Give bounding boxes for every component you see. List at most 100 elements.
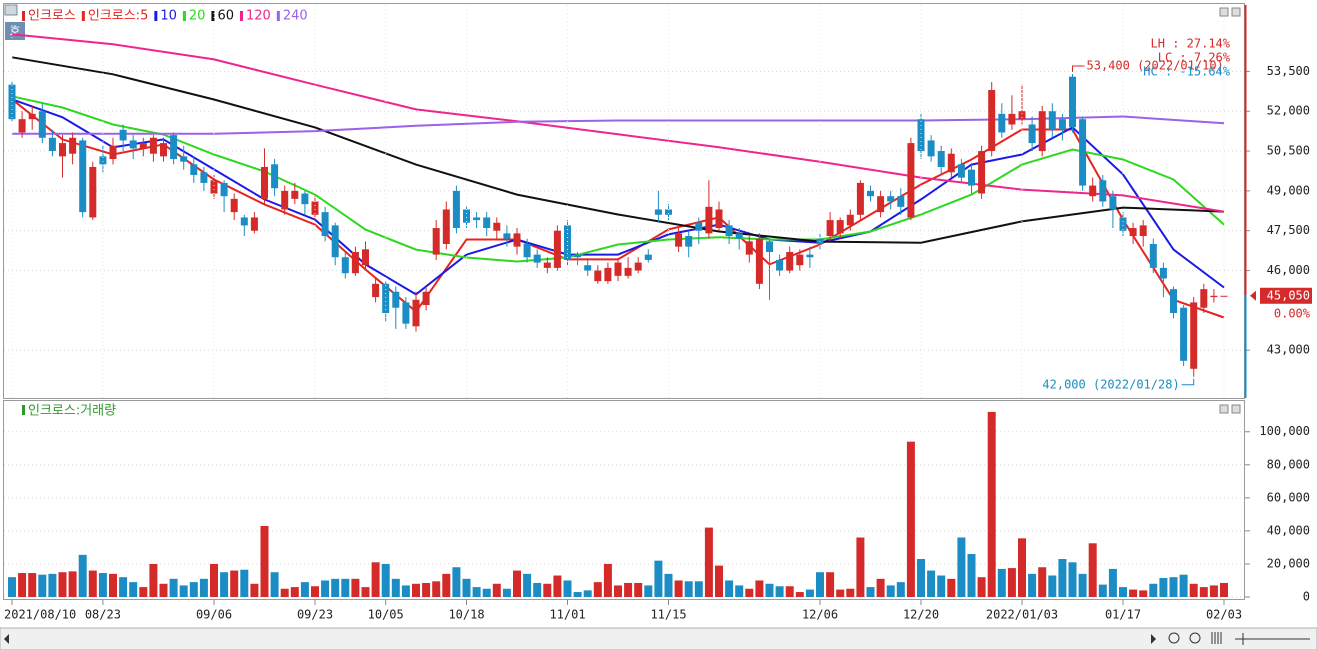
volume-bar bbox=[896, 582, 905, 597]
last-price-box bbox=[1260, 287, 1312, 304]
candle-body bbox=[634, 262, 642, 271]
candle-body bbox=[1099, 180, 1107, 202]
y-tick-label: 47,500 bbox=[1267, 223, 1310, 237]
candle-body bbox=[665, 209, 672, 215]
candle-body bbox=[1048, 111, 1056, 130]
candle-body bbox=[1089, 185, 1097, 197]
candle-body bbox=[321, 212, 329, 237]
corner-label: 호 bbox=[9, 24, 20, 38]
legend-label: 인크로스:5 bbox=[88, 9, 149, 24]
candle-body bbox=[89, 166, 97, 218]
volume-bar bbox=[422, 582, 431, 597]
scroll-right[interactable] bbox=[1151, 634, 1156, 644]
candle-body bbox=[109, 145, 117, 160]
candle-body bbox=[463, 209, 470, 223]
volume-bar bbox=[68, 571, 77, 597]
volume-bar bbox=[947, 578, 956, 597]
y-tick-label: 80,000 bbox=[1267, 457, 1310, 471]
pane-button[interactable] bbox=[1231, 404, 1241, 414]
volume-bar bbox=[1038, 567, 1047, 597]
y-tick-label: 0 bbox=[1303, 590, 1310, 604]
y-tick-label: 50,500 bbox=[1267, 144, 1310, 158]
volume-bar bbox=[139, 587, 148, 597]
volume-bar bbox=[98, 573, 107, 597]
candle-body bbox=[735, 233, 743, 239]
volume-bar bbox=[300, 582, 309, 597]
change-label: 0.00% bbox=[1274, 306, 1311, 320]
zoom-in[interactable] bbox=[1189, 632, 1201, 644]
volume-bar bbox=[472, 587, 481, 597]
volume-bar bbox=[502, 588, 511, 597]
candle-body bbox=[644, 254, 652, 260]
candle-body bbox=[119, 129, 127, 141]
candle-body bbox=[160, 143, 167, 157]
volume-bar bbox=[977, 577, 986, 597]
candle-body bbox=[1190, 302, 1198, 369]
candle-body bbox=[917, 119, 925, 152]
zoom-out[interactable] bbox=[1168, 632, 1180, 644]
volume-bar bbox=[432, 581, 441, 597]
bars-icon[interactable] bbox=[1211, 632, 1222, 644]
y-tick-label: 20,000 bbox=[1267, 556, 1310, 570]
volume-bar bbox=[199, 578, 208, 597]
candle-body bbox=[1058, 119, 1066, 130]
stat-label: HC : -15.64% bbox=[1143, 65, 1230, 79]
pane-button[interactable] bbox=[1219, 404, 1229, 414]
zoom-slider[interactable] bbox=[1235, 633, 1310, 645]
stat-label: LH : 27.14% bbox=[1151, 37, 1231, 51]
volume-bar bbox=[1018, 538, 1026, 597]
candle-body bbox=[382, 283, 390, 314]
volume-bar bbox=[280, 588, 289, 597]
candle-body bbox=[129, 140, 137, 149]
legend-label: 인크로스:거래량 bbox=[28, 404, 116, 419]
volume-bar bbox=[624, 582, 633, 597]
candle-body bbox=[432, 228, 440, 255]
volume-bar bbox=[240, 569, 249, 597]
volume-bar bbox=[563, 580, 572, 597]
candle-body bbox=[685, 236, 693, 247]
candle-body bbox=[38, 111, 46, 138]
volume-bar bbox=[250, 583, 259, 597]
volume-bar bbox=[1129, 589, 1138, 597]
candle-body bbox=[149, 137, 157, 154]
volume-bar bbox=[745, 588, 754, 597]
legend-label: 인크로스 bbox=[28, 9, 76, 24]
volume-bar bbox=[755, 580, 764, 597]
legend-label: 120 bbox=[246, 9, 271, 24]
volume-bar bbox=[1028, 573, 1037, 597]
candle-body bbox=[1159, 267, 1167, 279]
candle-body bbox=[351, 251, 359, 274]
volume-bar bbox=[1179, 574, 1188, 597]
volume-bar bbox=[593, 582, 602, 597]
volume-bar bbox=[513, 570, 521, 597]
x-tick-label: 12/06 bbox=[802, 608, 838, 622]
scroll-left[interactable] bbox=[4, 634, 9, 644]
volume-bar bbox=[775, 586, 784, 597]
scrollbar[interactable] bbox=[0, 627, 1317, 650]
candle-body bbox=[786, 251, 794, 271]
candle-body bbox=[1018, 111, 1026, 120]
x-tick-label: 2021/08/10 bbox=[4, 608, 76, 622]
volume-bar bbox=[482, 588, 491, 597]
volume-bar bbox=[210, 563, 218, 597]
candle-body bbox=[887, 196, 895, 202]
volume-bar bbox=[1220, 582, 1228, 597]
pane-icon[interactable] bbox=[4, 4, 18, 16]
volume-bar bbox=[1169, 577, 1178, 597]
candle-body bbox=[897, 196, 905, 207]
volume-bar bbox=[826, 572, 835, 597]
y-tick-label: 40,000 bbox=[1267, 523, 1310, 537]
pane-button[interactable] bbox=[1231, 7, 1241, 17]
legend-marker bbox=[239, 11, 243, 21]
candle-body bbox=[79, 140, 87, 213]
candle-body bbox=[594, 270, 602, 282]
volume-bar bbox=[856, 537, 865, 597]
candle-body bbox=[968, 169, 975, 186]
pane-button[interactable] bbox=[1219, 7, 1229, 17]
candle-body bbox=[877, 196, 885, 213]
volume-bar bbox=[260, 525, 269, 597]
candle-body bbox=[998, 113, 1006, 133]
volume-bar bbox=[1119, 587, 1127, 597]
volume-bar bbox=[331, 578, 340, 597]
volume-bar bbox=[583, 590, 592, 597]
